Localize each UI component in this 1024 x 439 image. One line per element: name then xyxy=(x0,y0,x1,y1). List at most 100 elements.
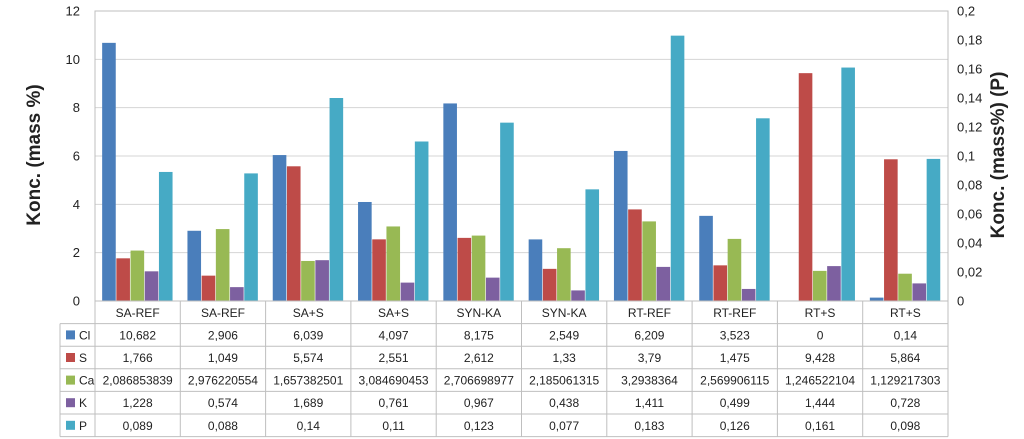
table-cell: 2,086853839 xyxy=(103,374,173,388)
category-label: RT+S xyxy=(805,306,836,320)
bar-p xyxy=(414,141,429,301)
bar-p xyxy=(670,35,685,302)
table-cell: 3,523 xyxy=(720,328,750,342)
bar-ca xyxy=(301,260,315,301)
table-cell: 0,098 xyxy=(890,419,920,433)
legend-key-s xyxy=(66,353,75,362)
table-cell: 0,574 xyxy=(208,396,238,410)
table-cell: 2,569906115 xyxy=(700,374,770,388)
table-cell: 2,551 xyxy=(379,351,409,365)
bar-k xyxy=(315,260,329,301)
category-label: SA-REF xyxy=(116,306,160,320)
category-label: SA-REF xyxy=(201,306,245,320)
table-cell: 2,976220554 xyxy=(188,374,258,388)
y2-tick-label: 0,04 xyxy=(957,236,982,251)
bar-s xyxy=(457,237,472,301)
legend-label: P xyxy=(79,419,87,433)
bar-s xyxy=(116,258,130,301)
bar-p xyxy=(158,171,173,301)
table-cell: 10,682 xyxy=(119,328,156,342)
bar-s xyxy=(798,73,813,301)
table-cell: 0 xyxy=(817,328,824,342)
table-cell: 1,475 xyxy=(720,351,750,365)
legend-key-cl xyxy=(66,330,75,340)
y2-tick-label: 0,2 xyxy=(957,4,975,19)
y2-tick-label: 0,14 xyxy=(957,91,982,106)
y2-tick-label: 0,18 xyxy=(957,33,982,48)
bar-ca xyxy=(727,238,742,301)
legend-key-ca xyxy=(66,375,75,385)
bar-p xyxy=(585,189,600,301)
table-cell: 0,14 xyxy=(297,419,321,433)
table-cell: 0,088 xyxy=(208,419,238,433)
table-cell: 0,761 xyxy=(379,396,409,410)
y-tick-label: 10 xyxy=(66,52,80,67)
category-label: SYN-KA xyxy=(542,306,587,320)
table-cell: 5,574 xyxy=(293,351,323,365)
bar-cl xyxy=(528,239,543,301)
bar-ca xyxy=(898,273,912,301)
y-tick-label: 4 xyxy=(73,197,80,212)
table-cell: 6,209 xyxy=(634,328,664,342)
legend-label: K xyxy=(79,396,87,410)
table-cell: 1,228 xyxy=(123,396,153,410)
table-cell: 1,411 xyxy=(635,396,664,410)
bar-p xyxy=(926,158,941,301)
table-cell: 4,097 xyxy=(379,328,409,342)
bar-s xyxy=(286,166,301,301)
category-label: RT-REF xyxy=(713,306,756,320)
bar-k xyxy=(827,266,841,301)
table-cell: 1,049 xyxy=(208,351,238,365)
bar-k xyxy=(144,271,159,301)
bar-p xyxy=(756,118,770,301)
bar-k xyxy=(400,282,415,301)
data-table: SA-REF SA-REF SA+S SA+S SYN-KA SYN-KA RT-REF RT… xyxy=(59,300,949,438)
bar-k xyxy=(741,288,756,301)
table-cell: 1,246522104 xyxy=(785,374,855,388)
y2-tick-label: 0,08 xyxy=(957,178,982,193)
table-cell: 1,444 xyxy=(805,396,835,410)
category-label: RT-REF xyxy=(628,306,671,320)
bar-k xyxy=(485,277,500,301)
category-label: SYN-KA xyxy=(457,306,502,320)
table-cell: 3,79 xyxy=(638,351,662,365)
bar-cl xyxy=(613,150,628,301)
table-cell: 0,499 xyxy=(720,396,750,410)
y2-tick-label: 0 xyxy=(957,294,964,309)
bar-s xyxy=(713,265,728,301)
table-cell: 3,084690453 xyxy=(359,374,429,388)
bar-s xyxy=(542,268,557,301)
table-cell: 1,33 xyxy=(552,351,576,365)
table-cell: 0,11 xyxy=(382,419,405,433)
table-cell: 1,129217303 xyxy=(870,374,940,388)
table-cell: 0,089 xyxy=(123,419,153,433)
bar-cl xyxy=(358,201,372,301)
table-cell: 0,728 xyxy=(890,396,920,410)
bar-ca xyxy=(471,235,486,301)
bar-p xyxy=(841,67,855,301)
table-cell: 2,185061315 xyxy=(529,374,599,388)
bar-s xyxy=(628,209,642,301)
y2-axis-title: Konc. (mass%) (P) xyxy=(988,72,1009,239)
y-tick-label: 12 xyxy=(66,4,80,19)
y-tick-label: 2 xyxy=(73,245,80,260)
table-cell: 8,175 xyxy=(464,328,494,342)
bar-k xyxy=(912,283,927,301)
bar-k xyxy=(571,290,585,301)
table-cell: 0,438 xyxy=(549,396,579,410)
bar-p xyxy=(244,173,258,301)
bar-cl xyxy=(102,42,116,302)
legend-label: Ca xyxy=(79,374,95,388)
table-cell: 2,549 xyxy=(549,328,579,342)
bars xyxy=(102,35,941,302)
bar-ca xyxy=(215,229,230,301)
table-cell: 0,123 xyxy=(464,419,494,433)
y-tick-label: 8 xyxy=(73,100,80,115)
legend-label: Cl xyxy=(79,328,90,342)
table-cell: 6,039 xyxy=(293,328,323,342)
bar-cl xyxy=(187,230,202,301)
legend-key-p xyxy=(66,420,75,430)
table-cell: 1,766 xyxy=(123,351,153,365)
y2-tick-label: 0,1 xyxy=(957,149,975,164)
table-cell: 0,161 xyxy=(805,419,835,433)
